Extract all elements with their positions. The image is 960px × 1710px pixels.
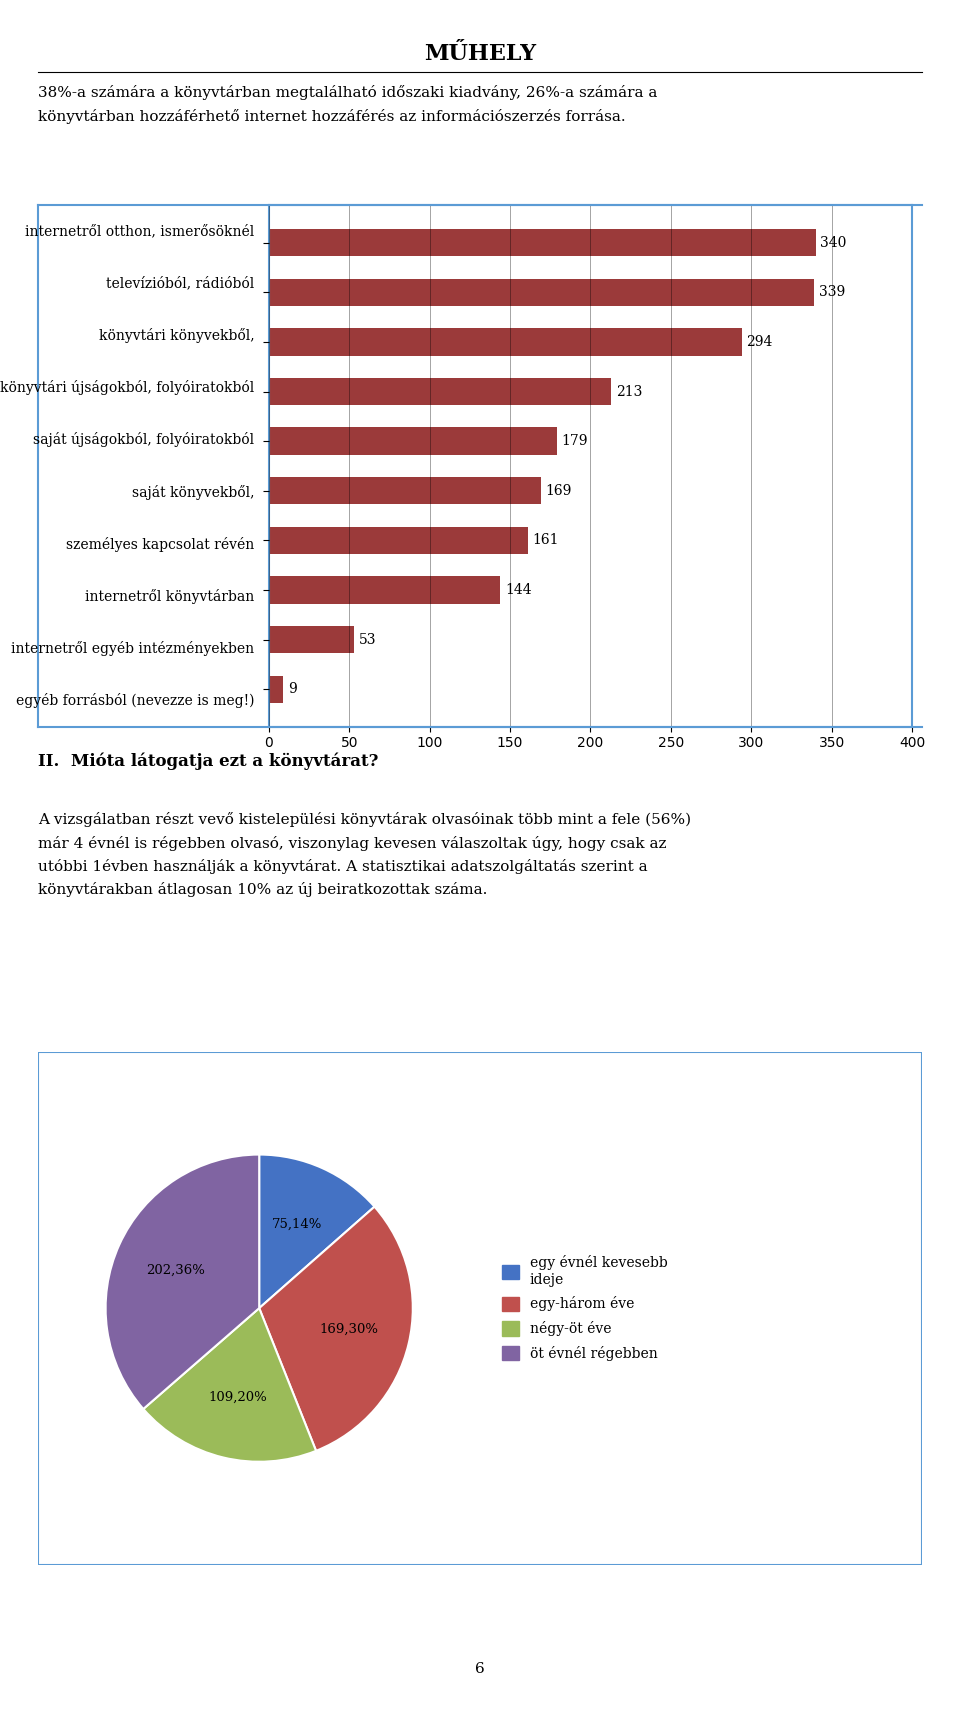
Bar bbox=[269, 675, 283, 703]
Text: könyvtári újságokból, folyóiratokból: könyvtári újságokból, folyóiratokból bbox=[0, 380, 254, 395]
Text: internetről egyéb intézményekben: internetről egyéb intézményekben bbox=[12, 641, 254, 657]
Text: 161: 161 bbox=[533, 534, 559, 547]
Text: könyvtári könyvekből,: könyvtári könyvekből, bbox=[99, 328, 254, 344]
Bar bbox=[269, 279, 814, 306]
Bar bbox=[269, 626, 354, 653]
Text: 169: 169 bbox=[545, 484, 572, 498]
Wedge shape bbox=[143, 1308, 316, 1462]
Text: 294: 294 bbox=[746, 335, 773, 349]
Text: saját könyvekből,: saját könyvekből, bbox=[132, 484, 254, 499]
Text: egyéb forrásból (nevezze is meg!): egyéb forrásból (nevezze is meg!) bbox=[16, 693, 254, 708]
Text: MŰHELY: MŰHELY bbox=[424, 43, 536, 65]
FancyBboxPatch shape bbox=[38, 1052, 922, 1565]
Text: 213: 213 bbox=[616, 385, 642, 398]
Text: 169,30%: 169,30% bbox=[320, 1324, 378, 1336]
Text: 340: 340 bbox=[821, 236, 847, 250]
Text: televízióból, rádióból: televízióból, rádióból bbox=[107, 277, 254, 291]
Text: saját újságokból, folyóiratokból: saját újságokból, folyóiratokból bbox=[34, 433, 254, 448]
Text: 6: 6 bbox=[475, 1662, 485, 1676]
Text: internetről könyvtárban: internetről könyvtárban bbox=[85, 588, 254, 604]
Bar bbox=[269, 576, 500, 604]
Wedge shape bbox=[259, 1207, 413, 1450]
Text: 109,20%: 109,20% bbox=[208, 1392, 267, 1404]
Bar bbox=[269, 229, 815, 256]
Text: internetről otthon, ismerősöknél: internetről otthon, ismerősöknél bbox=[25, 224, 254, 238]
Text: 202,36%: 202,36% bbox=[146, 1264, 204, 1276]
Bar bbox=[269, 527, 528, 554]
Text: 9: 9 bbox=[288, 682, 297, 696]
Text: 179: 179 bbox=[562, 434, 588, 448]
Bar bbox=[269, 428, 557, 455]
Wedge shape bbox=[106, 1154, 259, 1409]
Text: 53: 53 bbox=[359, 633, 376, 646]
Text: 75,14%: 75,14% bbox=[272, 1218, 323, 1231]
Bar bbox=[269, 378, 612, 405]
Wedge shape bbox=[259, 1154, 374, 1308]
Text: személyes kapcsolat révén: személyes kapcsolat révén bbox=[66, 537, 254, 552]
Bar bbox=[269, 328, 741, 356]
Text: 144: 144 bbox=[505, 583, 532, 597]
Text: II.  Mióta látogatja ezt a könyvtárat?: II. Mióta látogatja ezt a könyvtárat? bbox=[38, 752, 379, 770]
Legend: egy évnél kevesebb
ideje, egy-három éve, négy-öt éve, öt évnél régebben: egy évnél kevesebb ideje, egy-három éve,… bbox=[496, 1250, 673, 1366]
Text: A vizsgálatban részt vevő kistelepülési könyvtárak olvasóinak több mint a fele (: A vizsgálatban részt vevő kistelepülési … bbox=[38, 812, 691, 898]
Text: 339: 339 bbox=[819, 286, 845, 299]
Bar bbox=[269, 477, 540, 504]
Text: 38%-a számára a könyvtárban megtalálható időszaki kiadvány, 26%-a számára a
köny: 38%-a számára a könyvtárban megtalálható… bbox=[38, 86, 658, 123]
